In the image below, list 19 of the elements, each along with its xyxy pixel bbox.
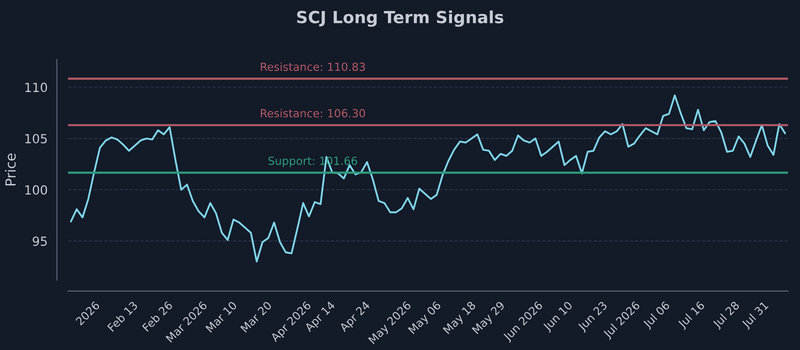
x-tick-label: Jul 06 [642,300,672,330]
x-tick-label: Mar 20 [240,300,272,333]
y-axis-title: Price [5,154,16,186]
x-tick-label: Mar 10 [205,300,238,333]
ref-line-label: Resistance: 106.30 [260,108,366,118]
line-series [70,94,786,262]
x-tick-label: Apr 24 [338,300,372,334]
y-tick-label: 95 [32,236,47,246]
y-tick-label: 110 [25,82,48,92]
x-tick-label: Jul 16 [677,300,706,330]
chart-title: SCJ Long Term Signals [297,10,504,27]
x-tick-label: Jun 10 [542,300,574,333]
ref-line-label: Resistance: 110.83 [260,62,365,71]
x-tick-label: Jul 31 [740,300,770,330]
y-tick-label: 100 [25,185,48,195]
x-tick-label: Feb 13 [106,300,138,332]
y-tick-label: 105 [25,134,47,144]
x-tick-label: Feb 26 [142,300,173,332]
x-tick-label: Jul 28 [712,300,742,330]
